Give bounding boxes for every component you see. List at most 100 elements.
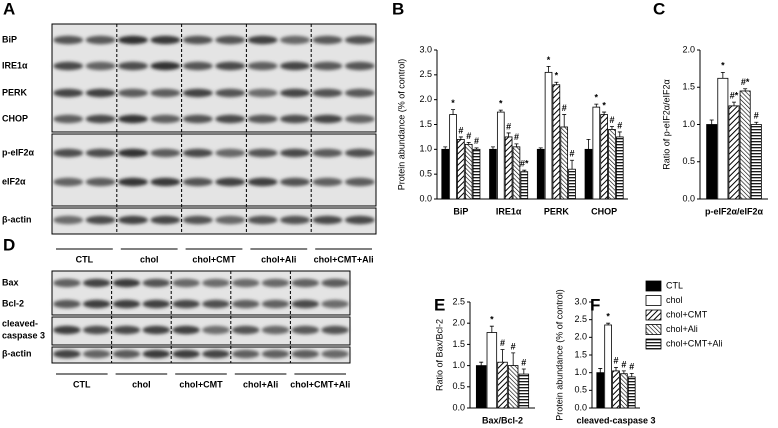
blot-band [118, 148, 148, 158]
blot-band [202, 349, 230, 359]
significance-mark: #* [741, 77, 750, 87]
y-tick-label: 1.5 [682, 82, 695, 92]
significance-mark: # [514, 132, 519, 142]
panel-label: C [653, 0, 665, 18]
blot-band [182, 148, 213, 158]
bar [504, 136, 513, 200]
error-bar [602, 111, 607, 115]
blot-band [202, 325, 230, 335]
y-tick-label: 0.5 [574, 385, 587, 395]
blot-row-label: PERK [2, 87, 28, 97]
blot-band [85, 88, 116, 98]
error-bar [743, 88, 748, 91]
blot-band [247, 88, 278, 98]
panel-label: A [3, 0, 15, 18]
bar [552, 84, 561, 200]
blot-band [53, 61, 84, 71]
bar [520, 171, 529, 200]
y-axis-label: Ratio of p-eIF2α/eIF2α [661, 79, 671, 169]
blot-row-label: Bax [2, 277, 19, 287]
blot-band [150, 88, 181, 98]
significance-mark: # [613, 356, 618, 366]
blot-band [280, 61, 310, 71]
significance-mark: # [500, 338, 505, 348]
y-axis-label: Ratio of Bax/Bcl-2 [434, 319, 444, 391]
bar [608, 129, 616, 200]
error-bar [522, 169, 527, 172]
group-label: chol+Ali [261, 254, 296, 264]
bar [507, 365, 519, 409]
significance-mark: # [562, 103, 567, 113]
group-label: chol+CMT [179, 379, 223, 389]
legend-swatch [645, 324, 662, 335]
error-bar [562, 114, 567, 127]
significance-mark: * [595, 93, 599, 103]
panel-label: B [392, 0, 404, 18]
bar [518, 373, 530, 409]
significance-mark: #* [520, 159, 529, 169]
significance-mark: # [617, 120, 622, 130]
group-label: chol+CMT+Ali [314, 254, 374, 264]
error-bar [606, 322, 611, 325]
group-label: chol+CMT [192, 254, 236, 264]
error-bar [498, 109, 503, 113]
blot-band [280, 148, 310, 158]
group-label: CTL [73, 379, 91, 389]
bar [584, 148, 593, 200]
blot-band [247, 177, 278, 187]
blot-band [150, 114, 181, 124]
panel-label: D [3, 235, 15, 254]
blot-band [150, 177, 181, 187]
blot-band [182, 35, 213, 45]
significance-mark: * [451, 98, 455, 108]
y-tick-label: 2.5 [452, 296, 465, 306]
significance-mark: * [606, 312, 610, 322]
error-bar [511, 352, 516, 366]
blot-row-label: CHOP [2, 113, 28, 123]
blot-band [312, 61, 343, 71]
blot-band [291, 278, 320, 288]
significance-mark: # [466, 131, 471, 141]
group-label: chol+CMT+Ali [290, 379, 350, 389]
significance-mark: # [511, 341, 516, 351]
blot-row-label: cleaved- [2, 318, 38, 328]
bar [592, 106, 601, 200]
bar [441, 148, 450, 200]
blot-band [247, 61, 278, 71]
bar [739, 90, 751, 200]
blot-band [261, 299, 290, 309]
significance-mark: * [721, 61, 725, 71]
blot-band [118, 61, 148, 71]
blot-band [82, 349, 111, 359]
bar [560, 126, 569, 200]
bar [604, 324, 612, 409]
significance-mark: * [547, 55, 551, 65]
blot-band [118, 35, 148, 45]
blot-band [215, 215, 246, 225]
error-bar [732, 101, 736, 106]
error-bar [598, 368, 603, 373]
y-tick-label: 2.0 [452, 318, 465, 328]
y-tick-label: 3.0 [419, 44, 432, 54]
blot-band [53, 325, 81, 335]
blot-band [150, 35, 181, 45]
y-tick-label: 1.0 [419, 144, 432, 154]
y-tick-label: 1.5 [574, 349, 587, 359]
significance-mark: * [602, 100, 606, 110]
error-bar [490, 146, 495, 150]
significance-mark: # [474, 136, 479, 146]
blot-band [321, 299, 349, 309]
blot-band [182, 177, 213, 187]
blot-band [344, 88, 375, 98]
error-bar [506, 132, 511, 137]
x-tick-label: PERK [544, 206, 570, 216]
y-tick-label: 2.5 [419, 69, 432, 79]
blot-band [118, 215, 148, 225]
significance-mark: #* [730, 91, 739, 101]
blot-band [280, 88, 310, 98]
blot-row-label: caspase 3 [2, 330, 45, 340]
blot-band [312, 148, 343, 158]
legend-label: chol+Ali [666, 324, 698, 334]
blot-band [247, 215, 278, 225]
x-tick-label: IRE1α [496, 206, 522, 216]
